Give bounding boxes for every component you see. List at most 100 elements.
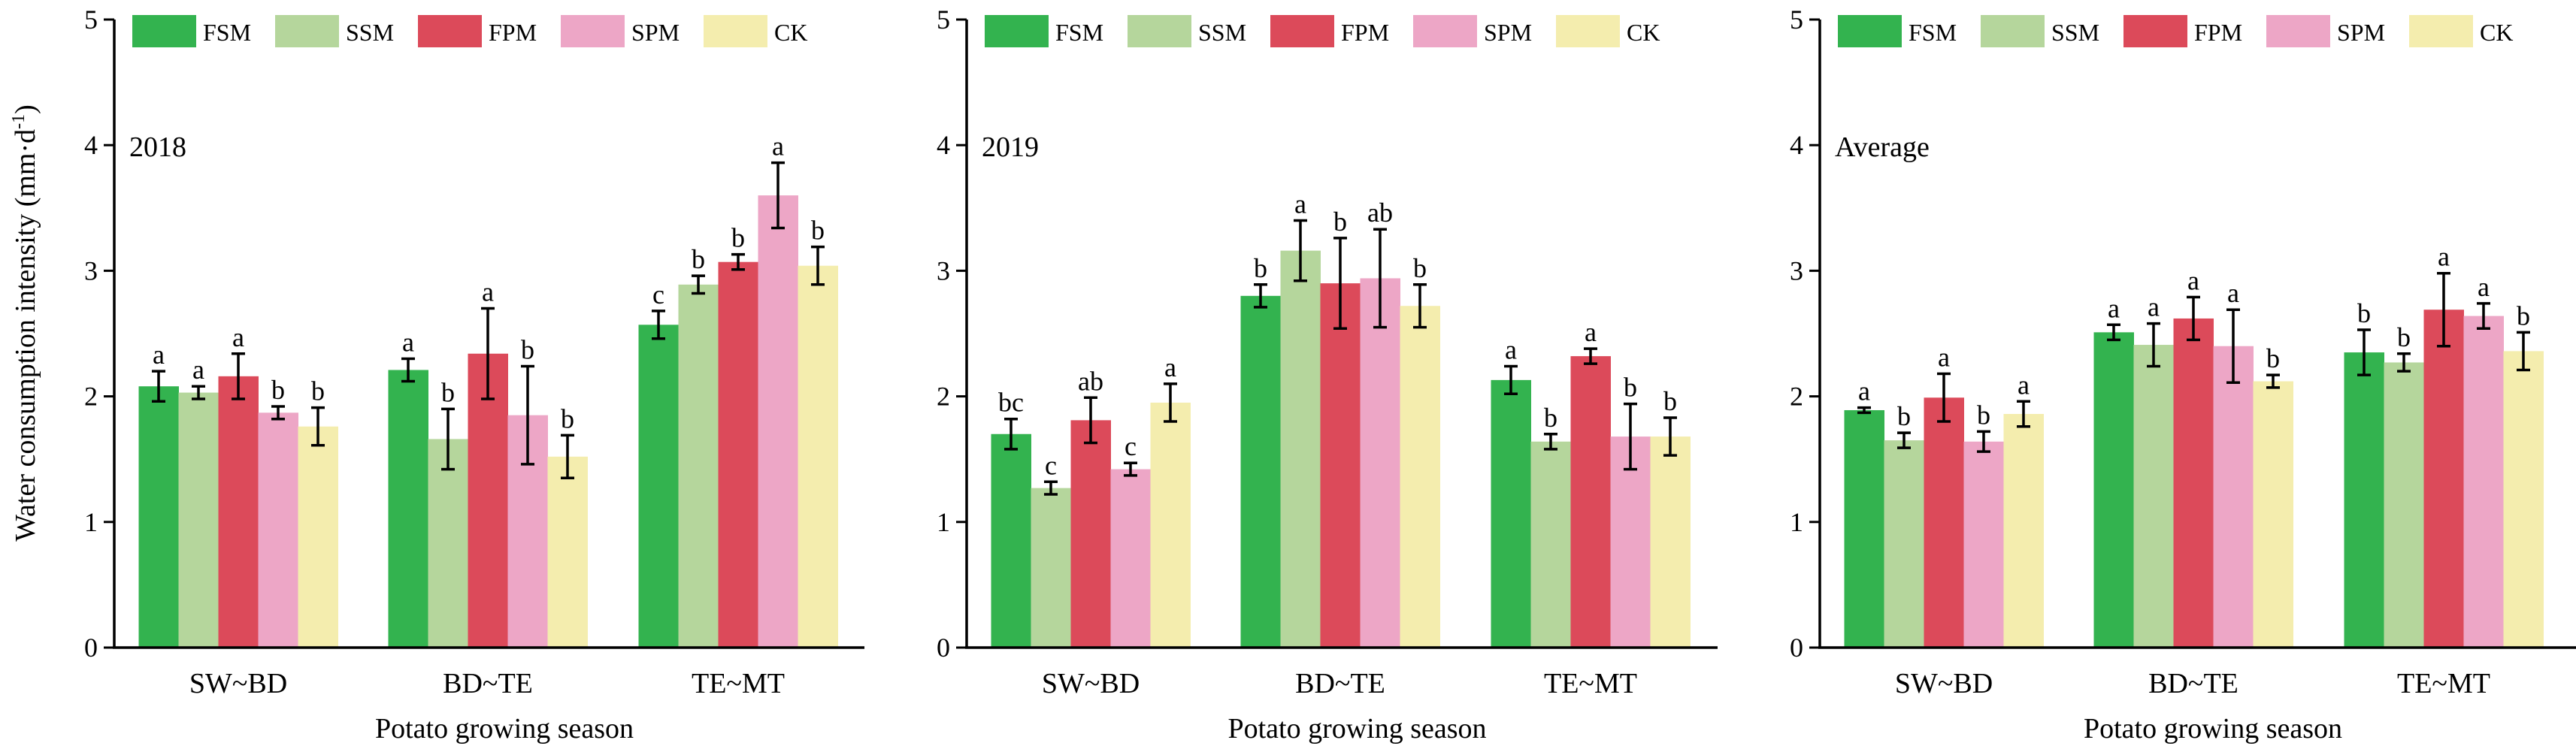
legend-label-fpm: FPM: [2194, 19, 2242, 46]
legend: FSM SSM FPM SPM CK: [132, 15, 807, 47]
bar-ck-2: [798, 265, 838, 648]
y-tick-label: 2: [937, 382, 950, 412]
error-bar: [481, 307, 495, 400]
significance-letter: a: [2108, 293, 2120, 323]
bar-spm-1: [2213, 346, 2254, 648]
legend-label-fsm: FSM: [1055, 19, 1103, 46]
error-bar: [1124, 461, 1137, 477]
legend-label-ssm: SSM: [1198, 19, 1246, 46]
significance-letter: b: [2357, 298, 2371, 328]
legend-label-ssm: SSM: [346, 19, 394, 46]
bar-spm-2: [1610, 436, 1651, 648]
error-bar: [2017, 400, 2030, 428]
bar-ck-1: [1400, 306, 1440, 648]
significance-letter: a: [1858, 376, 1870, 406]
bar-fsm-2: [1491, 379, 1531, 648]
error-bar: [1897, 431, 1911, 449]
bar-ck-2: [2503, 351, 2544, 648]
error-bar: [1164, 382, 1177, 423]
bar-fsm-0: [991, 433, 1031, 648]
bar-spm-1: [1360, 278, 1400, 648]
legend-label-ck: CK: [774, 19, 807, 46]
error-bar: [731, 252, 745, 271]
significance-letter: b: [692, 244, 705, 274]
bar-spm-0: [258, 412, 298, 648]
error-bar: [1544, 433, 1557, 451]
significance-letter: b: [1897, 401, 1911, 431]
significance-letter: b: [1333, 207, 1347, 237]
bar-fsm-2: [2344, 352, 2384, 648]
significance-letter: a: [2018, 370, 2030, 400]
legend-swatch-ssm: [1128, 15, 1191, 47]
y-axis-title-text: Water consumption intensity (mm·d: [10, 129, 41, 542]
significance-letter: a: [2148, 292, 2160, 322]
y-tick-label: 5: [937, 5, 950, 35]
x-tick-label: SW~BD: [189, 668, 287, 699]
y-tick-label: 1: [84, 507, 98, 537]
y-tick-label: 4: [1790, 130, 1803, 160]
significance-letter: b: [2266, 343, 2280, 373]
y-tick-label: 4: [84, 130, 98, 160]
significance-letter: a: [1938, 343, 1950, 373]
legend-label-spm: SPM: [631, 19, 680, 46]
bar-ck-1: [2253, 381, 2293, 648]
y-tick-label: 1: [1790, 507, 1803, 537]
significance-letter: a: [1294, 189, 1306, 219]
error-bar: [521, 364, 534, 466]
bar-ck-2: [1650, 436, 1691, 648]
bar-ck-0: [1150, 402, 1191, 648]
significance-letter: ab: [1367, 198, 1393, 228]
legend-label-fsm: FSM: [1909, 19, 1957, 46]
y-tick-label: 3: [84, 255, 98, 285]
error-bar: [692, 274, 705, 295]
significance-letter: a: [2438, 242, 2450, 272]
bar-fpm-2: [1570, 356, 1611, 648]
bar-fpm-1: [1320, 283, 1361, 648]
error-bar: [192, 385, 205, 400]
y-tick-label: 4: [937, 130, 950, 160]
bar-fpm-2: [2423, 310, 2464, 648]
panel-label: 2018: [129, 131, 186, 163]
error-bar: [1333, 237, 1347, 331]
bar-ssm-2: [2384, 362, 2424, 648]
bar-ck-0: [298, 426, 338, 648]
error-bar: [2187, 295, 2200, 342]
legend-label-ssm: SSM: [2051, 19, 2099, 46]
error-bar: [561, 433, 574, 480]
legend-swatch-ssm: [275, 15, 339, 47]
x-tick-label: BD~TE: [443, 668, 533, 699]
significance-letter: a: [772, 131, 784, 162]
significance-letter: b: [1413, 253, 1427, 283]
y-tick-label: 3: [1790, 255, 1803, 285]
significance-letter: a: [2478, 272, 2490, 302]
error-bar: [2517, 331, 2530, 372]
legend-label-spm: SPM: [1484, 19, 1532, 46]
significance-letter: b: [2517, 301, 2530, 331]
significance-letter: c: [652, 279, 664, 310]
error-bar: [1857, 406, 1871, 415]
bar-ssm-1: [2133, 345, 2174, 648]
legend: FSM SSM FPM SPM CK: [1838, 15, 2513, 47]
bar-fpm-0: [1924, 397, 1964, 648]
y-tick-label: 0: [84, 633, 98, 663]
significance-letter: a: [1585, 317, 1597, 347]
legend-swatch-ck: [704, 15, 767, 47]
error-bar: [232, 352, 245, 400]
x-axis-title: Potato growing season: [375, 713, 634, 744]
bar-ck-0: [2003, 414, 2044, 648]
legend-swatch-fpm: [418, 15, 482, 47]
bar-spm-2: [2463, 316, 2504, 648]
legend: FSM SSM FPM SPM CK: [985, 15, 1660, 47]
error-bar: [1004, 417, 1018, 451]
significance-letter: b: [1624, 373, 1637, 403]
error-bar: [311, 406, 325, 447]
legend-swatch-fpm: [1270, 15, 1334, 47]
significance-letter: b: [1663, 386, 1677, 416]
significance-letter: a: [153, 340, 165, 370]
significance-letter: b: [271, 375, 285, 405]
x-tick-label: SW~BD: [1042, 668, 1140, 699]
